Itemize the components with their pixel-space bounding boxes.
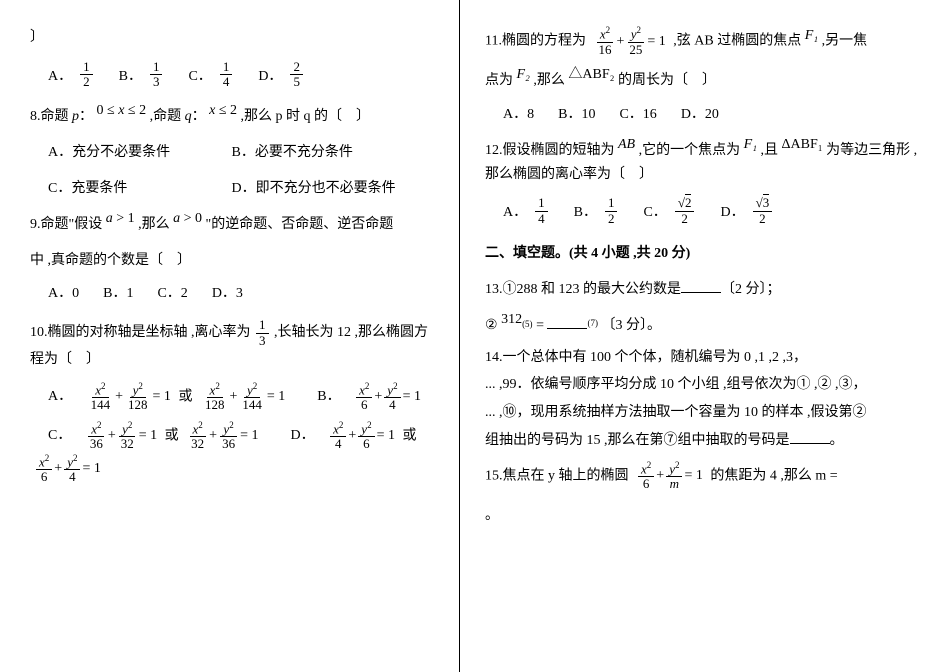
q7-A: A．12: [48, 60, 95, 90]
q12-C: C．√22: [643, 196, 696, 226]
q14-l3: ... ,⑩，现用系统抽样方法抽取一个容量为 10 的样本 ,假设第②: [485, 401, 930, 425]
q15: 15.焦点在 y 轴上的椭圆 x26+ y2m = 1 的焦距为 4 ,那么 m…: [485, 461, 930, 492]
right-column: 11.椭圆的方程为 x216+ y225 = 1 ,弦 AB 过椭圆的焦点 F₁…: [460, 0, 950, 672]
q10-row3: x26+ y24 = 1: [30, 454, 439, 485]
q8-stem: 8.命题 p： 0 ≤ x ≤ 2 ,命题 q： x ≤ 2 ,那么 p 时 q…: [30, 105, 439, 129]
stray-bracket: 〕: [30, 26, 439, 50]
q7-B: B．13: [119, 60, 165, 90]
q9-B: B．1: [103, 282, 133, 302]
q10-stem: 10.椭圆的对称轴是坐标轴 ,离心率为 13 ,长轴长为 12 ,那么椭圆方程为…: [30, 318, 439, 371]
q12-A: A．14: [503, 196, 550, 226]
q12-D: D．√32: [720, 196, 774, 226]
q10-row2: C． x236+ y232 = 1 或 x232+ y236 = 1 D． x2…: [48, 421, 439, 452]
q11-options: A．8 B．10 C．16 D．20: [503, 103, 930, 123]
section2-title: 二、填空题。(共 4 小题 ,共 20 分): [485, 242, 930, 266]
q7-D: D．25: [258, 60, 305, 90]
q14-l1: 14.一个总体中有 100 个个体，随机编号为 0 ,1 ,2 ,3，: [485, 346, 930, 370]
q10-C: C． x236+ y232 = 1 或 x232+ y236 = 1: [48, 421, 262, 452]
q11-B: B．10: [558, 103, 595, 123]
q12-stem: 12.假设椭圆的短轴为 AB ,它的一个焦点为 F₁ ,且 ΔABF₁ 为等边三…: [485, 139, 930, 187]
q9-stem2: 中 ,真命题的个数是〔 〕: [30, 249, 439, 273]
q12-options: A．14 B．12 C．√22 D．√32: [503, 196, 930, 226]
q15-period: 。: [485, 504, 930, 528]
q11-l1: 11.椭圆的方程为 x216+ y225 = 1 ,弦 AB 过椭圆的焦点 F₁…: [485, 26, 930, 57]
q12-B: B．12: [574, 196, 620, 226]
q11-C: C．16: [619, 103, 656, 123]
q8-CD: C．充要条件 D．即不充分也不必要条件: [48, 177, 439, 201]
q13-blank1[interactable]: [681, 279, 721, 293]
q10-row1: A． x2144+ y2128 = 1 或 x2128+ y2144 = 1 B…: [48, 382, 439, 413]
q14-blank[interactable]: [790, 430, 830, 444]
q7-options: A．12 B．13 C．14 D．25: [48, 60, 439, 90]
q9-D: D．3: [212, 282, 243, 302]
q9-C: C．2: [157, 282, 187, 302]
q10-A: A． x2144+ y2128 = 1 或 x2128+ y2144 = 1: [48, 382, 289, 413]
q8-AB: A．充分不必要条件 B．必要不充分条件: [48, 141, 439, 165]
q11-A: A．8: [503, 103, 534, 123]
q9-A: A．0: [48, 282, 79, 302]
q9-options: A．0 B．1 C．2 D．3: [48, 282, 439, 302]
q7-C: C．14: [188, 60, 234, 90]
q9-stem1: 9.命题"假设 a > 1 ,那么 a > 0 "的逆命题、否命题、逆否命题: [30, 213, 439, 237]
q14-l4: 组抽出的号码为 15 ,那么在第⑦组中抽取的号码是。: [485, 429, 930, 453]
q11-D: D．20: [681, 103, 719, 123]
q13-l1: 13.①288 和 123 的最大公约数是〔2 分〕；: [485, 278, 930, 302]
q10-D: D． x24+ y26 = 1 或: [290, 421, 416, 452]
left-column: 〕 A．12 B．13 C．14 D．25 8.命题 p： 0 ≤ x ≤ 2 …: [0, 0, 460, 672]
q13-l2: ② 312(5) = (7) 〔3 分〕。: [485, 314, 930, 338]
q14-l2: ... ,99．依编号顺序平均分成 10 个小组 ,组号依次为① ,② ,③，: [485, 373, 930, 397]
q10-B: B． x26+ y24 = 1: [317, 382, 425, 413]
q11-l2: 点为 F₂ ,那么 △ABF₂ 的周长为〔 〕: [485, 69, 930, 93]
q13-blank2[interactable]: [547, 315, 587, 329]
